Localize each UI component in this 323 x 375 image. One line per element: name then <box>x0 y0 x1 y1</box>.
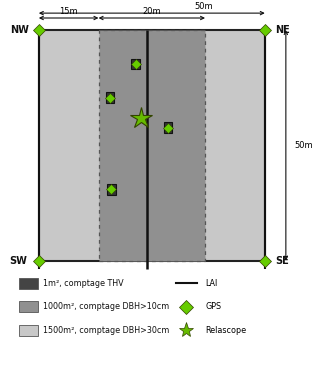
Text: SW: SW <box>9 256 27 266</box>
Bar <box>19 325 38 336</box>
Bar <box>19 278 38 289</box>
Bar <box>106 92 114 103</box>
Bar <box>39 30 265 261</box>
Text: 1000m², comptage DBH>10cm: 1000m², comptage DBH>10cm <box>43 302 169 311</box>
Text: LAI: LAI <box>205 279 217 288</box>
Text: Relascope: Relascope <box>205 326 246 335</box>
Text: 1m², comptage THV: 1m², comptage THV <box>43 279 124 288</box>
Text: 50m: 50m <box>294 141 313 150</box>
Bar <box>99 30 205 261</box>
Bar <box>19 301 38 312</box>
Bar <box>131 58 140 69</box>
Text: NW: NW <box>10 25 29 35</box>
Text: 1500m², comptage DBH>30cm: 1500m², comptage DBH>30cm <box>43 326 169 335</box>
Text: GPS: GPS <box>205 302 221 311</box>
Text: SE: SE <box>276 256 289 266</box>
Text: NE: NE <box>275 25 290 35</box>
Bar <box>164 122 172 133</box>
Text: 15m: 15m <box>59 7 78 16</box>
Bar <box>107 184 116 195</box>
Text: 20m: 20m <box>142 7 161 16</box>
Text: 50m: 50m <box>194 2 213 11</box>
